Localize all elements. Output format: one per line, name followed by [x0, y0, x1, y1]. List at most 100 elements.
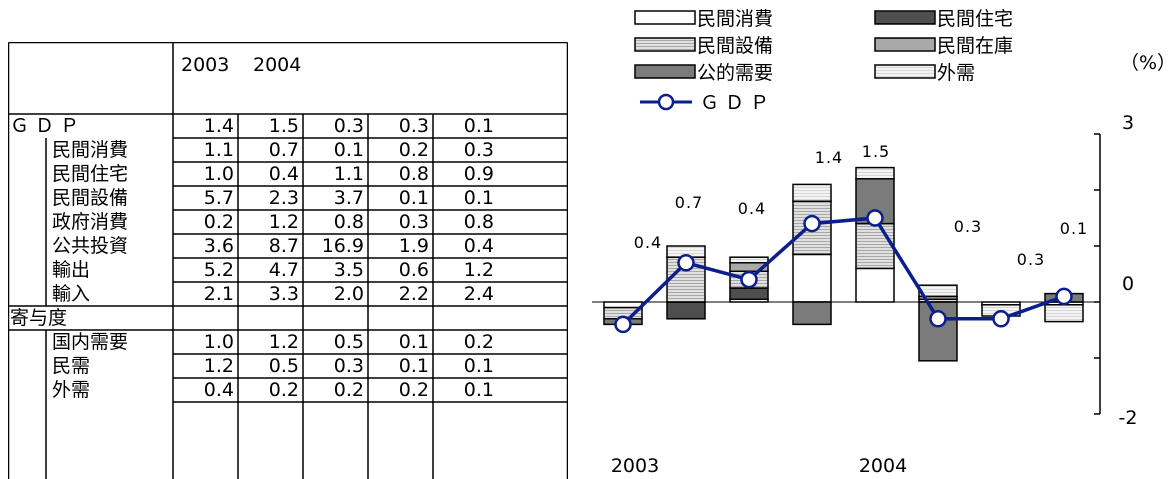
data-label: 0.3 [954, 217, 982, 236]
table-cell: 2.2 [398, 283, 429, 305]
table-cell: 0.1 [463, 355, 494, 377]
unit-label: （%） [1120, 52, 1173, 74]
row-label: 国内需要 [52, 331, 129, 353]
gdp-point [929, 310, 947, 328]
table-cell: 0.8 [463, 211, 494, 233]
table-cell: 2.0 [333, 283, 364, 305]
table-cell: 0.5 [333, 331, 364, 353]
table-cell: 3.3 [268, 283, 299, 305]
data-label: 1.5 [862, 142, 890, 161]
table-cell: 0.3 [333, 115, 364, 137]
table-cell: 5.7 [203, 187, 234, 209]
y-tick-label: 0 [1122, 273, 1134, 295]
bar-segment [792, 301, 832, 326]
bar-segment [792, 253, 832, 303]
table-cell: 0.8 [398, 163, 429, 185]
gdp-point [740, 270, 758, 289]
table-cell: 0.2 [268, 379, 299, 401]
gdp-point [992, 310, 1010, 328]
legend-label: 民間住宅 [937, 8, 1013, 30]
legend-label: 民間消費 [697, 8, 773, 30]
table-cell: 0.3 [398, 115, 429, 137]
y-tick-label: -2 [1119, 407, 1138, 429]
x-group-label: 2003 [611, 455, 659, 477]
legend-label: 民間設備 [697, 35, 773, 57]
row-label: 公共投資 [52, 235, 129, 257]
row-label: ＧＤＰ [10, 115, 86, 137]
bar-segment [1044, 304, 1084, 323]
table-cell: 0.1 [333, 139, 364, 161]
legend-swatch [874, 64, 936, 79]
bar-segment [792, 183, 832, 202]
bar-segment [855, 166, 895, 180]
table-cell: 0.3 [333, 355, 364, 377]
table-cell: 1.4 [203, 115, 234, 137]
table-cell: 1.2 [203, 355, 234, 377]
legend-gdp-marker [657, 93, 675, 111]
gdp-point [614, 315, 632, 334]
table-cell: 0.3 [463, 139, 494, 161]
table-cell: 1.0 [203, 163, 234, 185]
year-header: 2003 [181, 54, 230, 76]
legend-swatch [634, 37, 696, 52]
table-cell: 5.2 [203, 259, 234, 281]
gdp-point [677, 254, 695, 272]
gdp-point [866, 209, 884, 227]
table-cell: 1.2 [268, 331, 299, 353]
table-cell: 0.2 [333, 379, 364, 401]
row-label: 民間設備 [52, 187, 129, 209]
data-label: 0.1 [1060, 219, 1088, 238]
data-label: 0.4 [634, 233, 662, 252]
row-label: 民需 [52, 355, 91, 377]
table-cell: 0.1 [398, 187, 429, 209]
legend-label: 民間在庫 [937, 35, 1013, 57]
row-label: 外需 [52, 379, 91, 401]
table-cell: 0.2 [398, 379, 429, 401]
row-label: 民間住宅 [52, 163, 129, 185]
table-cell: 0.2 [203, 211, 234, 233]
table-cell: 3.6 [203, 235, 234, 257]
table-cell: 0.1 [463, 115, 494, 137]
legend-label: 外需 [937, 62, 975, 84]
table-cell: 0.6 [398, 259, 429, 281]
table-cell: 2.1 [203, 283, 234, 305]
legend-label: ＧＤＰ [700, 92, 775, 114]
bar-segment [855, 267, 895, 303]
table-cell: 3.5 [333, 259, 364, 281]
table-cell: 1.9 [398, 235, 429, 257]
data-label: 0.7 [675, 193, 703, 212]
table-cell: 0.7 [268, 139, 299, 161]
table-cell: 2.4 [463, 283, 494, 305]
data-label: 0.3 [1017, 250, 1045, 269]
table-cell: 1.1 [333, 163, 364, 185]
table-cell: 0.1 [398, 355, 429, 377]
row-label: 民間消費 [52, 139, 129, 161]
table-cell: 0.4 [268, 163, 299, 185]
table-cell: 3.7 [333, 187, 364, 209]
table-cell: 2.3 [268, 187, 299, 209]
legend-swatch [634, 10, 696, 25]
table-cell: 0.2 [463, 331, 494, 353]
data-table: 2003 2004 ＧＤＰ 1.4 1.5 0.3 0.3 0.1 民間消費 1.1 0.7 0.1 0… [8, 42, 568, 479]
table-cell: 1.2 [268, 211, 299, 233]
table-cell: 0.1 [463, 187, 494, 209]
table-cell: 1.5 [268, 115, 299, 137]
row-label: 輸出 [52, 259, 91, 281]
table-cell: 0.4 [463, 235, 494, 257]
gdp-line [621, 216, 1065, 326]
table-cell: 0.1 [463, 379, 494, 401]
year-header: 2004 [253, 54, 302, 76]
x-group-label: 2004 [859, 455, 907, 477]
bar-segment [729, 287, 769, 300]
gdp-point [1055, 287, 1073, 306]
table-cell: 0.9 [463, 163, 494, 185]
bar-segment [855, 222, 895, 270]
table-cell: 0.5 [268, 355, 299, 377]
bar-segment [603, 301, 643, 309]
legend-swatch [874, 37, 936, 52]
row-label: 寄与度 [10, 307, 68, 329]
table-cell: 4.7 [268, 259, 299, 281]
legend-label: 公的需要 [697, 62, 773, 84]
gdp-point [803, 214, 821, 233]
